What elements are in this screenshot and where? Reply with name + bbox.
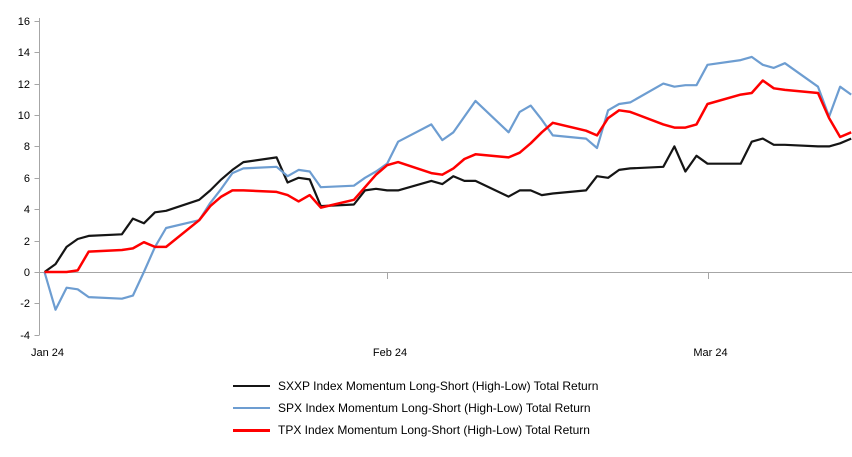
legend-item-spx: SPX Index Momentum Long-Short (High-Low)… bbox=[233, 401, 598, 415]
x-tick-label-feb-24: Feb 24 bbox=[373, 347, 407, 359]
legend-label-spx: SPX Index Momentum Long-Short (High-Low)… bbox=[278, 401, 591, 415]
series-line-spx bbox=[43, 55, 852, 311]
legend-swatch-tpx-line bbox=[233, 428, 270, 432]
legend-label-sxxp: SXXP Index Momentum Long-Short (High-Low… bbox=[278, 379, 599, 393]
y-tick-label--2: -2 bbox=[20, 298, 30, 310]
y-tick-label-0: 0 bbox=[24, 267, 30, 279]
y-tick-label-6: 6 bbox=[24, 173, 30, 185]
y-tick-label-10: 10 bbox=[18, 110, 30, 122]
legend-item-sxxp: SXXP Index Momentum Long-Short (High-Low… bbox=[233, 379, 598, 393]
series-line-tpx bbox=[44, 79, 852, 274]
y-tick-label-4: 4 bbox=[24, 204, 30, 216]
series-line-sxxp bbox=[43, 137, 852, 273]
legend-swatch-spx-line bbox=[233, 406, 270, 410]
y-tick-label-14: 14 bbox=[18, 47, 30, 59]
y-tick-label-16: 16 bbox=[18, 16, 30, 28]
y-tick-label-2: 2 bbox=[24, 236, 30, 248]
x-tick-label-jan-24: Jan 24 bbox=[31, 347, 64, 359]
legend: SXXP Index Momentum Long-Short (High-Low… bbox=[233, 379, 598, 445]
y-tick-label-8: 8 bbox=[24, 141, 30, 153]
y-axis: 16 14 12 10 8 6 4 2 0 -2 -4 bbox=[18, 16, 40, 342]
y-tick-label--4: -4 bbox=[20, 330, 30, 342]
x-axis: Jan 24 Feb 24 Mar 24 bbox=[31, 272, 728, 359]
x-tick-label-mar-24: Mar 24 bbox=[693, 347, 727, 359]
legend-label-tpx: TPX Index Momentum Long-Short (High-Low)… bbox=[278, 423, 590, 437]
legend-swatch-sxxp-line bbox=[233, 384, 270, 388]
y-tick-label-12: 12 bbox=[18, 79, 30, 91]
legend-item-tpx: TPX Index Momentum Long-Short (High-Low)… bbox=[233, 423, 598, 437]
